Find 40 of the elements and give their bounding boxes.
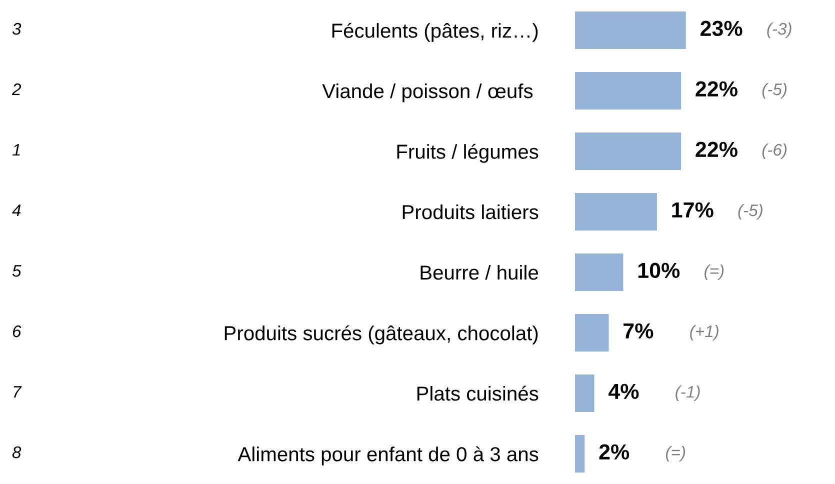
- data-label: 7%: [624, 323, 654, 338]
- text: 7: [14, 386, 22, 398]
- text: (-5): [738, 204, 762, 220]
- data-label: 17%: [672, 202, 714, 218]
- text: (-3): [767, 22, 792, 38]
- data-label: 23%: [700, 20, 742, 36]
- text: (=): [704, 264, 724, 280]
- text: 3: [12, 22, 22, 35]
- y-tick-label: Fruits / légumes: [397, 144, 538, 163]
- text: 6: [12, 325, 22, 338]
- y-tick-label: Produits laitiers: [402, 204, 538, 220]
- y-tick-label: Produits sucrés (gâteaux, chocolat): [224, 325, 538, 344]
- data-label: 22%: [696, 142, 738, 157]
- annotation: (=): [666, 446, 686, 462]
- text: 8: [12, 446, 22, 458]
- bar: [575, 11, 686, 50]
- text: 5: [12, 265, 22, 277]
- data-label: 10%: [638, 262, 680, 278]
- bar: [575, 434, 585, 473]
- text: 4: [12, 204, 21, 216]
- text: 2: [12, 83, 22, 96]
- y-tick-label: Féculents (pâtes, riz…): [332, 22, 538, 42]
- bar: [575, 253, 624, 292]
- bar: [575, 314, 609, 352]
- y-tick-label: Aliments pour enfant de 0 à 3 ans: [238, 446, 538, 466]
- bar: [575, 72, 682, 110]
- y-tick-label: Plats cuisinés: [417, 386, 538, 401]
- y-tick-label: Viande / poisson / œufs: [322, 83, 533, 102]
- text: (-5): [762, 82, 787, 99]
- bar: [575, 132, 682, 170]
- bar: [575, 192, 657, 231]
- text: (+1): [690, 324, 718, 341]
- data-label: 4%: [608, 384, 639, 399]
- annotation: (-1): [676, 385, 700, 402]
- text: (-6): [762, 143, 787, 160]
- bar: [575, 374, 594, 412]
- data-label: 2%: [599, 444, 630, 460]
- y-tick-label: Beurre / huile: [420, 264, 538, 280]
- data-label: 22%: [696, 81, 738, 96]
- text: 1: [12, 144, 20, 156]
